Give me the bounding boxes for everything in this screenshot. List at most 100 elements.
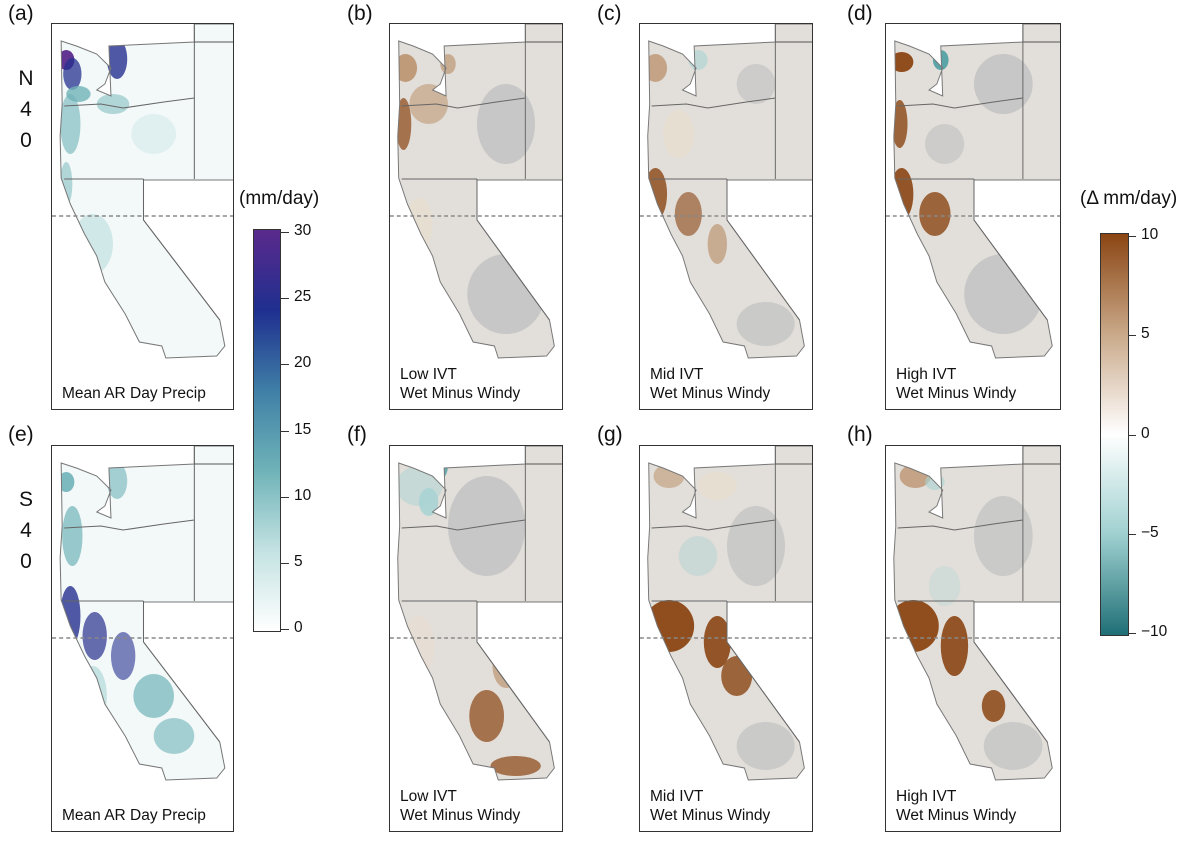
land-base — [60, 446, 233, 780]
field-patch — [106, 463, 128, 499]
legend-tick-mark — [1128, 633, 1136, 634]
field-patch — [929, 566, 961, 606]
field-patch — [96, 94, 130, 114]
legend-tick-label: 30 — [294, 222, 312, 239]
map-panel-e: Mean AR Day Precip — [51, 445, 234, 832]
field-patch — [63, 58, 82, 90]
field-patch — [647, 54, 668, 82]
caption-line: High IVT — [896, 788, 957, 805]
field-patch — [703, 616, 731, 668]
legend-tick-mark — [281, 430, 289, 432]
caption-line: Wet Minus Windy — [400, 807, 521, 824]
field-patch — [736, 64, 776, 104]
field-patch — [974, 54, 1033, 114]
precip-legend-title: (mm/day) — [239, 188, 320, 209]
field-patch — [678, 536, 718, 576]
state-boundaries — [897, 446, 1048, 743]
field-layer — [397, 24, 562, 358]
field-patch — [983, 722, 1043, 770]
panel-label-d: (d) — [847, 2, 873, 25]
legend-tick-label: −5 — [1141, 523, 1159, 541]
map-c-graphic — [640, 24, 812, 359]
map-b-graphic — [390, 24, 562, 359]
panel-caption-a: Mean AR Day Precip — [62, 384, 206, 403]
panel-label-e: (e) — [8, 423, 34, 446]
map-g-graphic — [640, 446, 812, 781]
panel-caption-h: High IVT Wet Minus Windy — [896, 787, 1016, 825]
field-patch — [60, 94, 81, 154]
field-patch — [62, 506, 83, 566]
map-panel-g: Mid IVT Wet Minus Windy — [639, 445, 813, 832]
field-patch — [663, 110, 695, 158]
row-label-line: S — [18, 488, 33, 511]
field-patch — [981, 690, 1006, 722]
legend-tick-mark — [1128, 434, 1136, 436]
caption-line: Mid IVT — [650, 366, 704, 383]
panel-caption-c: Mid IVT Wet Minus Windy — [650, 365, 770, 403]
field-patch — [893, 52, 914, 72]
map-panel-f: Low IVT Wet Minus Windy — [389, 445, 563, 832]
caption-line: Wet Minus Windy — [896, 385, 1017, 402]
legend-tick-mark — [281, 364, 289, 366]
legend-tick-label: 15 — [294, 420, 312, 438]
field-patch — [405, 198, 433, 250]
field-patch — [60, 162, 73, 206]
field-patch — [403, 616, 435, 676]
legend-tick-mark — [1128, 236, 1136, 237]
panel-label-h: (h) — [847, 423, 873, 446]
coastline — [893, 24, 1060, 359]
legend-tick-mark — [1128, 335, 1136, 337]
field-layer — [893, 446, 1060, 780]
field-patch — [688, 50, 708, 70]
state-boundaries — [64, 24, 221, 321]
row-label-line: 4 — [20, 98, 32, 121]
state-boundaries — [401, 446, 550, 743]
map-h-graphic — [886, 446, 1060, 781]
map-d-graphic — [886, 24, 1060, 359]
map-panel-b: Low IVT Wet Minus Windy — [389, 23, 563, 410]
state-boundaries — [401, 24, 550, 321]
panel-caption-b: Low IVT Wet Minus Windy — [400, 365, 520, 403]
map-e-graphic — [52, 446, 233, 781]
field-layer — [647, 446, 812, 780]
panel-label-g: (g) — [597, 423, 623, 446]
state-boundaries — [64, 446, 221, 743]
map-panel-h: High IVT Wet Minus Windy — [885, 445, 1061, 832]
caption-line: High IVT — [896, 366, 957, 383]
legend-tick-label: 5 — [1141, 325, 1150, 343]
land-base — [60, 24, 233, 358]
field-patch — [647, 168, 668, 220]
field-layer — [397, 446, 562, 780]
field-layer — [893, 24, 1060, 358]
field-patch — [106, 39, 128, 79]
map-panel-c: Mid IVT Wet Minus Windy — [639, 23, 813, 410]
caption-line: Wet Minus Windy — [400, 385, 521, 402]
field-patch — [477, 84, 535, 164]
panel-caption-d: High IVT Wet Minus Windy — [896, 365, 1016, 403]
map-f-graphic — [390, 446, 562, 781]
field-patch — [72, 214, 113, 274]
legend-tick-mark — [281, 496, 289, 498]
field-patch — [893, 600, 939, 652]
legend-tick-label: 0 — [1141, 424, 1150, 442]
field-patch — [736, 302, 795, 346]
row-label-north: N 4 0 — [14, 63, 38, 156]
field-patch — [397, 54, 418, 82]
panel-caption-e: Mean AR Day Precip — [62, 806, 206, 825]
row-label-line: 0 — [20, 129, 32, 152]
caption-line: Wet Minus Windy — [896, 807, 1017, 824]
field-wash — [647, 24, 812, 358]
field-patch — [964, 254, 1043, 334]
field-wash — [893, 24, 1060, 358]
field-patch — [60, 586, 81, 646]
state-boundaries — [897, 24, 1048, 321]
precip-colorbar — [253, 229, 281, 632]
legend-tick-mark — [281, 298, 289, 300]
field-patch — [60, 472, 75, 492]
map-panel-a: Mean AR Day Precip — [51, 23, 234, 410]
field-patch — [698, 472, 737, 500]
caption-line: Mean AR Day Precip — [62, 385, 206, 402]
field-patch — [397, 466, 443, 506]
legend-tick-mark — [1128, 533, 1136, 535]
map-a-graphic — [52, 24, 233, 359]
